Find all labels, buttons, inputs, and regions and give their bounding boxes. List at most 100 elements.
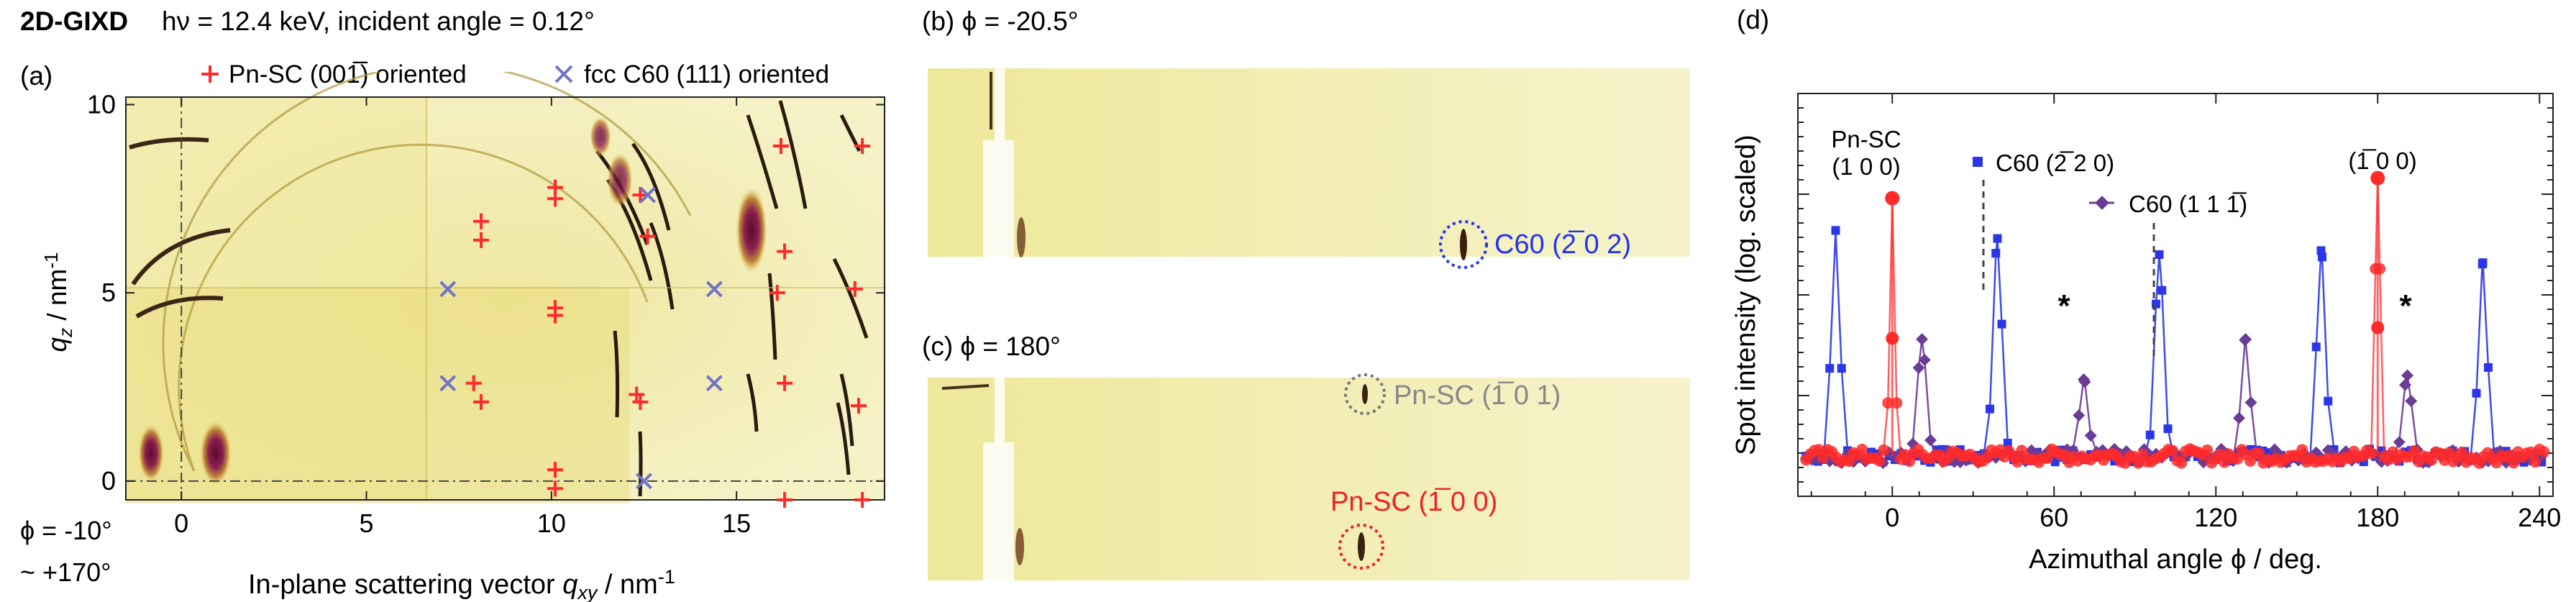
- xlabel-exp: -1: [658, 566, 675, 588]
- c60-220-point: [2324, 396, 2333, 406]
- c60-marker: [439, 281, 457, 298]
- pn-sc-point: [2408, 444, 2421, 457]
- detector-image-c: [928, 378, 1690, 580]
- panel-c: (c) ϕ = 180° Pn-SC (1̅ 0 1) Pn-SC (1̅ 0 …: [922, 332, 1690, 580]
- pn-sc-point: [2525, 446, 2537, 458]
- x-tick-label: 0: [1885, 503, 1899, 532]
- panel-c-label: (c) ϕ = 180°: [922, 332, 1061, 361]
- panel-d-series: [1799, 170, 2550, 470]
- pn-sc-point: [2132, 457, 2145, 469]
- left-phi-label-2: ~ +170°: [20, 557, 111, 587]
- legend-c60-marker: [554, 65, 573, 83]
- pn-sc-marker: [777, 243, 793, 260]
- c60-111-point: [2399, 378, 2411, 391]
- panel-a-ticks: 0 5 10 15 0 5 10: [87, 89, 885, 538]
- xlabel-unit: / nm: [597, 570, 657, 600]
- spot-pn-101-label: Pn-SC (1̅ 0 1): [1394, 380, 1561, 411]
- pn-sc-marker: [547, 191, 563, 207]
- c60-111-point: [2401, 369, 2413, 382]
- pn-sc-point: [1882, 397, 1894, 409]
- pn-sc-marker: [465, 375, 482, 391]
- annotation-pn-right: (1̅ 0 0): [2348, 147, 2416, 174]
- pn-sc-point: [1856, 443, 1868, 455]
- annotation-pn-left-2: (1 0 0): [1832, 153, 1900, 180]
- pn-sc-point: [2201, 444, 2214, 456]
- x-tick-label: 0: [174, 508, 188, 538]
- pn-sc-marker: [854, 492, 871, 508]
- c60-111-point: [1924, 434, 1937, 447]
- x-tick-label: 120: [2194, 503, 2237, 532]
- c60-111-point: [2405, 395, 2418, 408]
- panel-a-frame: [125, 96, 885, 501]
- pn-sc-marker: [846, 281, 863, 297]
- panel-b-label: (b) ϕ = -20.5°: [922, 6, 1079, 36]
- legend-pn-label: Pn-SC (001̅) oriented: [229, 60, 467, 88]
- c60-220-point: [2484, 362, 2493, 372]
- x-tick-label: 60: [2040, 503, 2068, 532]
- panel-a-ylabel: qz / nm-1: [40, 252, 76, 352]
- c60-220-point: [2318, 252, 2326, 262]
- spot-pn-100-circle: [1338, 524, 1384, 570]
- pn-sc-point: [2371, 321, 2385, 334]
- c60-220-point: [1986, 404, 1994, 414]
- pn-sc-point: [2538, 446, 2550, 458]
- ylabel-q: q: [42, 337, 72, 352]
- spot-pn-101-circle: [1344, 373, 1386, 415]
- technique-title: 2D-GIXD: [20, 6, 128, 36]
- pn-sc-marker: [639, 228, 656, 245]
- pn-sc-marker: [547, 480, 563, 497]
- pn-sc-point: [2253, 447, 2265, 459]
- pn-sc-peak-point: [1885, 191, 1900, 206]
- spot-pn-100-label: Pn-SC (1̅ 0 0): [1330, 487, 1497, 517]
- c60-111-point: [2244, 396, 2257, 409]
- annotation-c60-111-label: C60 (1 1 1̅): [2129, 191, 2247, 217]
- pn-sc-point: [2042, 452, 2054, 465]
- detector-image-b: [928, 68, 1690, 257]
- pn-sc-point: [2167, 444, 2179, 457]
- c60-220-point: [2472, 388, 2481, 398]
- pn-sc-marker: [473, 393, 490, 410]
- c60-220-point: [2003, 438, 2012, 447]
- left-phi-label-1: ϕ = -10°: [20, 516, 112, 545]
- pn-sc-marker: [769, 285, 785, 301]
- star-marker-2: *: [2399, 288, 2412, 324]
- spot-pn-101: [1362, 384, 1368, 404]
- c60-220-point: [2145, 430, 2155, 439]
- y-tick-label: 10: [87, 89, 116, 119]
- pn-sc-point: [2232, 452, 2244, 465]
- c60-220-point: [2155, 250, 2164, 259]
- x-tick-label: 180: [2356, 503, 2399, 532]
- pn-sc-marker: [629, 386, 645, 403]
- pn-sc-marker: [777, 492, 793, 508]
- c60-220-point: [1837, 364, 1846, 373]
- pn-sc-point: [2508, 457, 2520, 469]
- pn-sc-point: [2443, 447, 2455, 459]
- pn-sc-marker: [777, 375, 793, 391]
- c60-220-point: [2478, 258, 2488, 268]
- annotation-c60-220: C60 (2̅ 2 0): [1973, 150, 2114, 295]
- c60-220-point: [1993, 234, 2002, 243]
- pn-sc-point: [2175, 457, 2188, 469]
- c60-220-point: [1825, 364, 1835, 373]
- xlabel-q: q: [562, 570, 577, 600]
- c60-220-point: [1831, 226, 1840, 235]
- c60-220-point: [2157, 286, 2167, 295]
- c60-111-point: [2268, 443, 2281, 456]
- panel-d-ticks: 0 60 120 180 240: [1798, 93, 2561, 532]
- pn-sc-point: [2529, 456, 2541, 468]
- c60-111-point: [2393, 436, 2406, 449]
- pn-sc-point: [2365, 447, 2378, 460]
- pn-sc-point: [2296, 444, 2308, 456]
- panel-d-label: (d): [1737, 5, 1769, 35]
- pn-sc-marker: [854, 138, 871, 155]
- panel-b: (b) ϕ = -20.5° C60 (2̅ 0 2): [922, 6, 1690, 269]
- x-tick-label: 240: [2518, 503, 2561, 532]
- xlabel-sub: xy: [576, 582, 598, 602]
- pn-sc-point: [1873, 455, 1886, 467]
- pn-sc-point: [2374, 263, 2386, 275]
- y-tick-label: 5: [101, 278, 116, 307]
- c60-220-point: [2163, 424, 2173, 434]
- pn-sc-marker: [547, 462, 563, 478]
- panel-d-ylabel: Spot intensity (log. scaled): [1731, 134, 1761, 455]
